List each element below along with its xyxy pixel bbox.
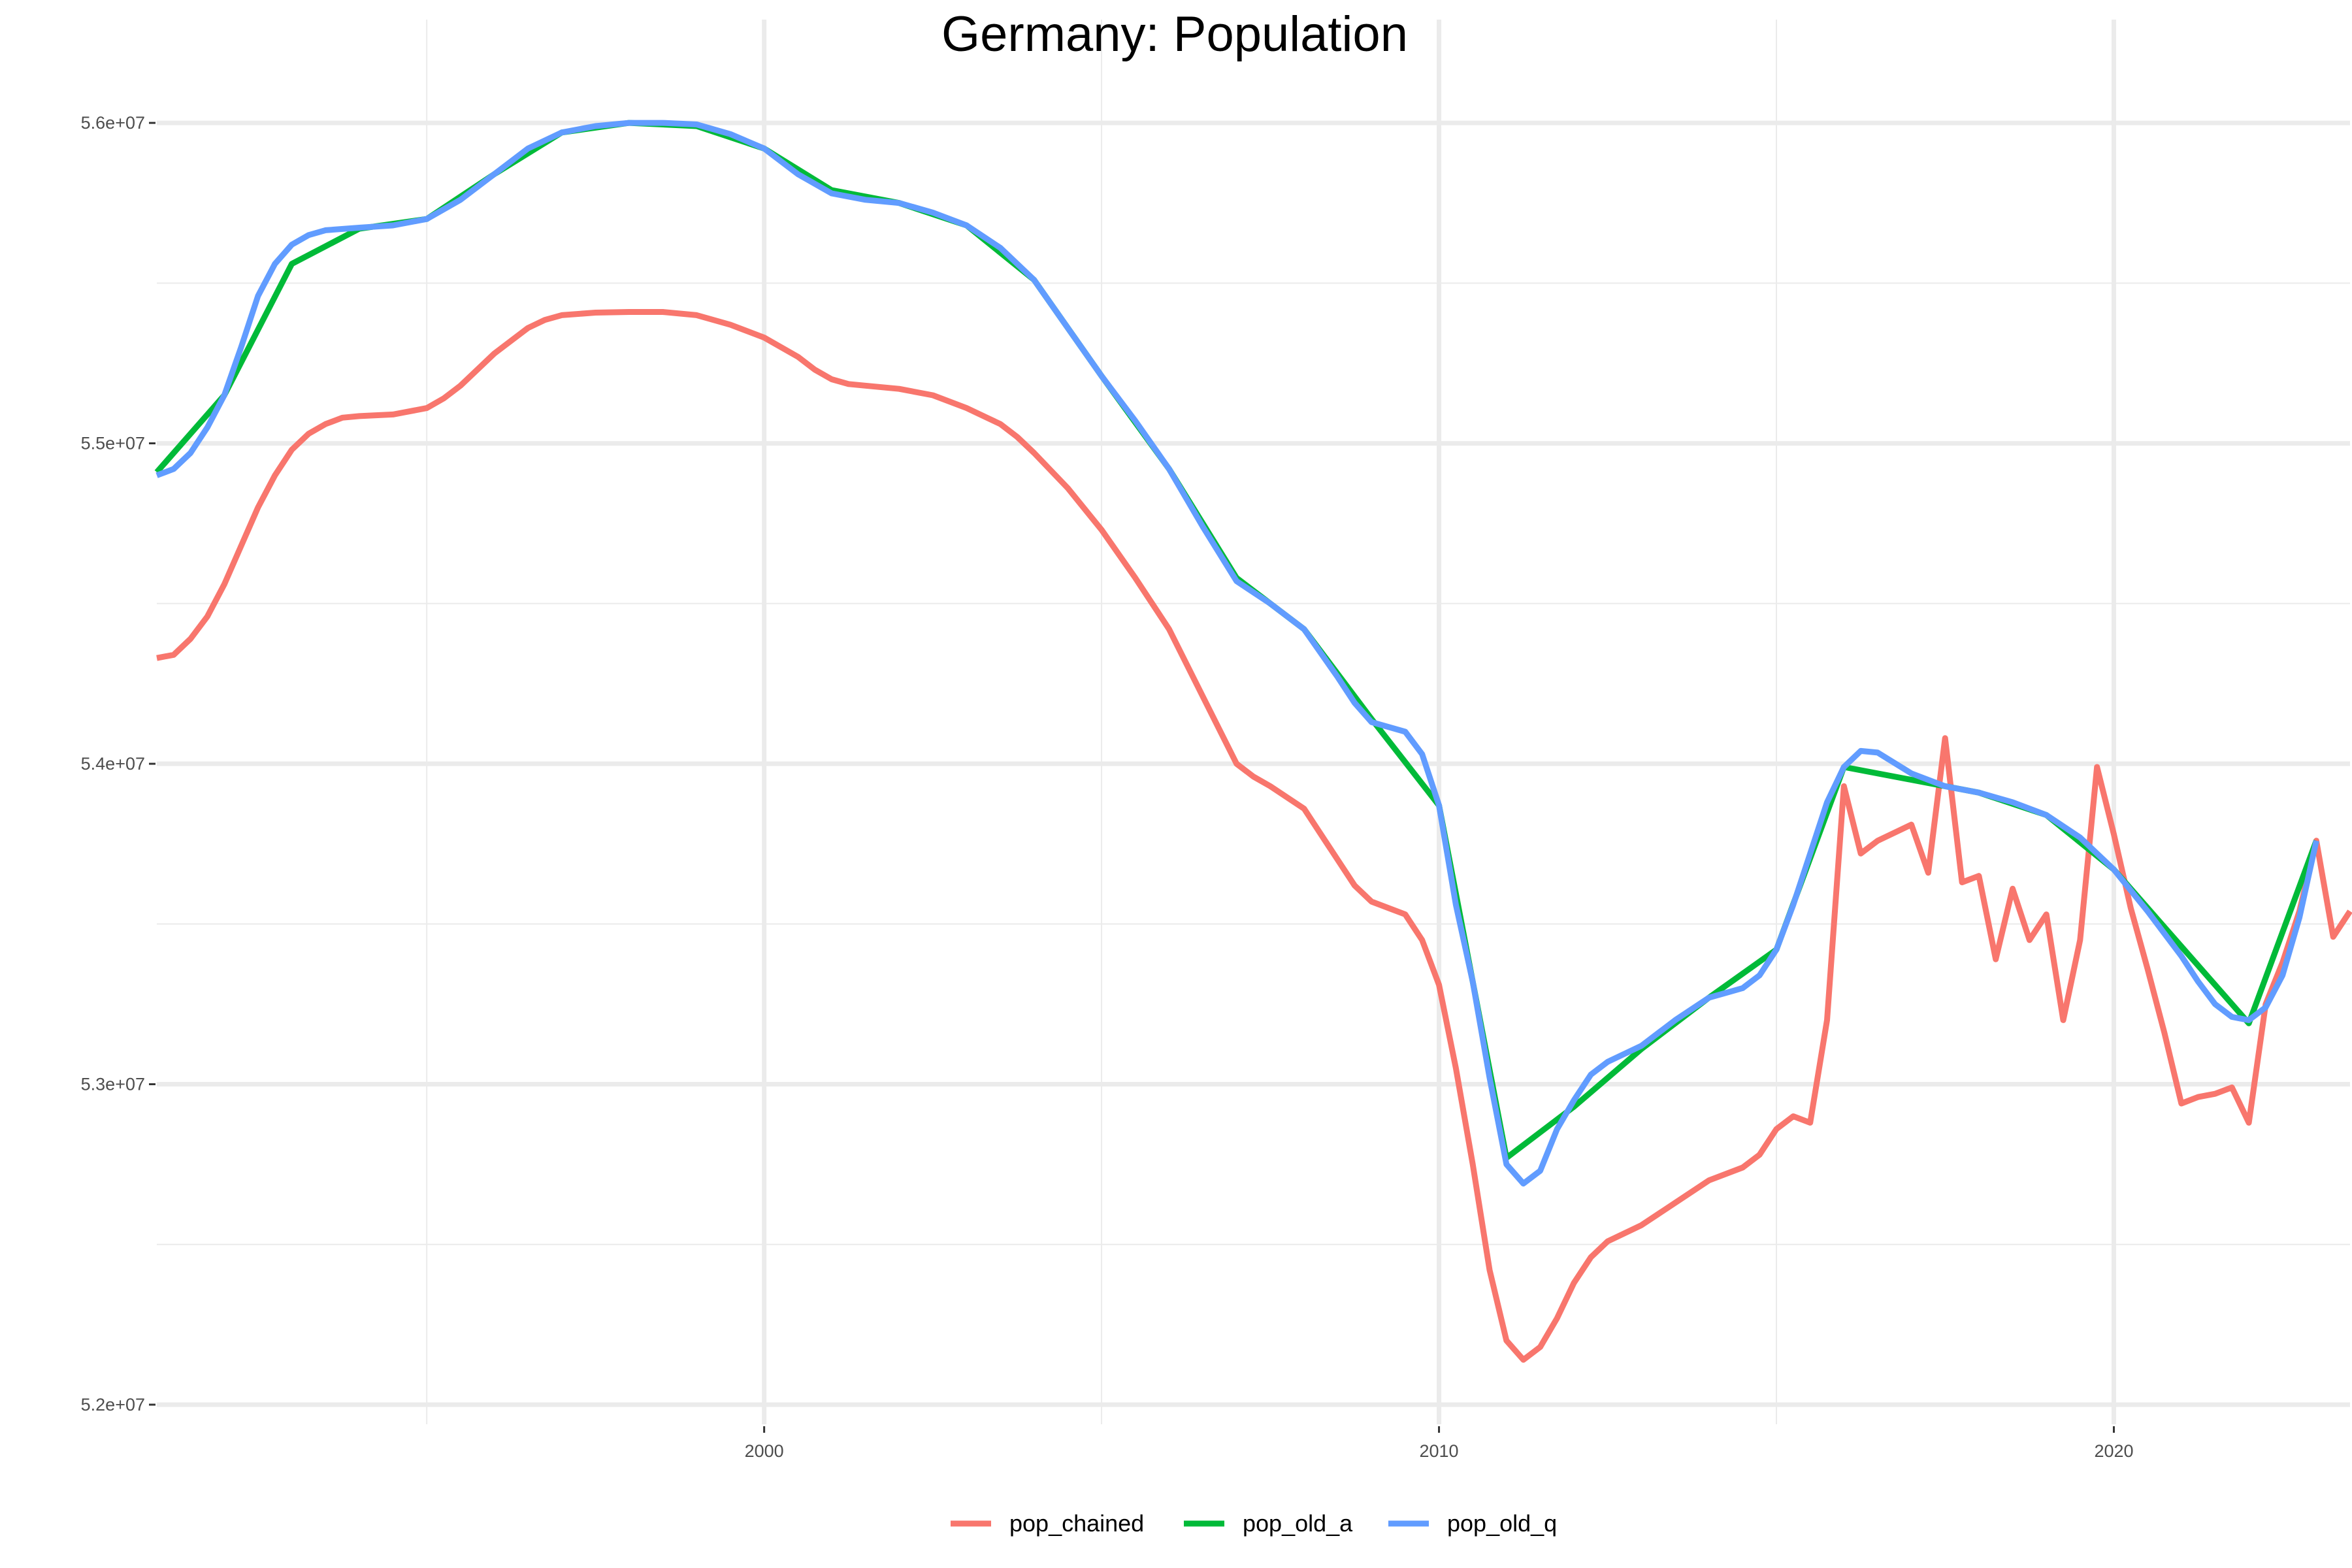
series-line-pop-chained bbox=[156, 309, 2352, 1363]
legend-label-pop-chained: pop_chained bbox=[1009, 1510, 1144, 1537]
legend-label-pop-old-a: pop_old_a bbox=[1243, 1510, 1353, 1537]
x-tick-label: 2010 bbox=[1420, 1441, 1459, 1461]
minor-grid bbox=[157, 20, 2350, 1424]
y-tick-label: 5.3e+07 bbox=[81, 1075, 145, 1094]
chart-title: Germany: Population bbox=[941, 7, 1408, 62]
legend-label-pop-old-q: pop_old_q bbox=[1447, 1510, 1557, 1537]
legend: pop_chained pop_old_a pop_old_q bbox=[951, 1510, 1557, 1537]
x-tick-label: 2020 bbox=[2094, 1441, 2133, 1461]
y-tick-label: 5.2e+07 bbox=[81, 1395, 145, 1414]
x-tick-label: 2000 bbox=[745, 1441, 784, 1461]
y-tick-label: 5.5e+07 bbox=[81, 434, 145, 453]
y-axis: 5.2e+07 5.3e+07 5.4e+07 5.5e+07 5.6e+07 bbox=[81, 113, 155, 1414]
y-tick-label: 5.4e+07 bbox=[81, 754, 145, 774]
y-tick-label: 5.6e+07 bbox=[81, 113, 145, 133]
series-line-pop-old-q bbox=[155, 120, 2319, 1187]
major-grid bbox=[157, 20, 2350, 1424]
x-axis: 2000 2010 2020 bbox=[745, 1426, 2134, 1461]
series-line-pop-old-a bbox=[154, 120, 2319, 1161]
series-lines bbox=[154, 120, 2352, 1363]
